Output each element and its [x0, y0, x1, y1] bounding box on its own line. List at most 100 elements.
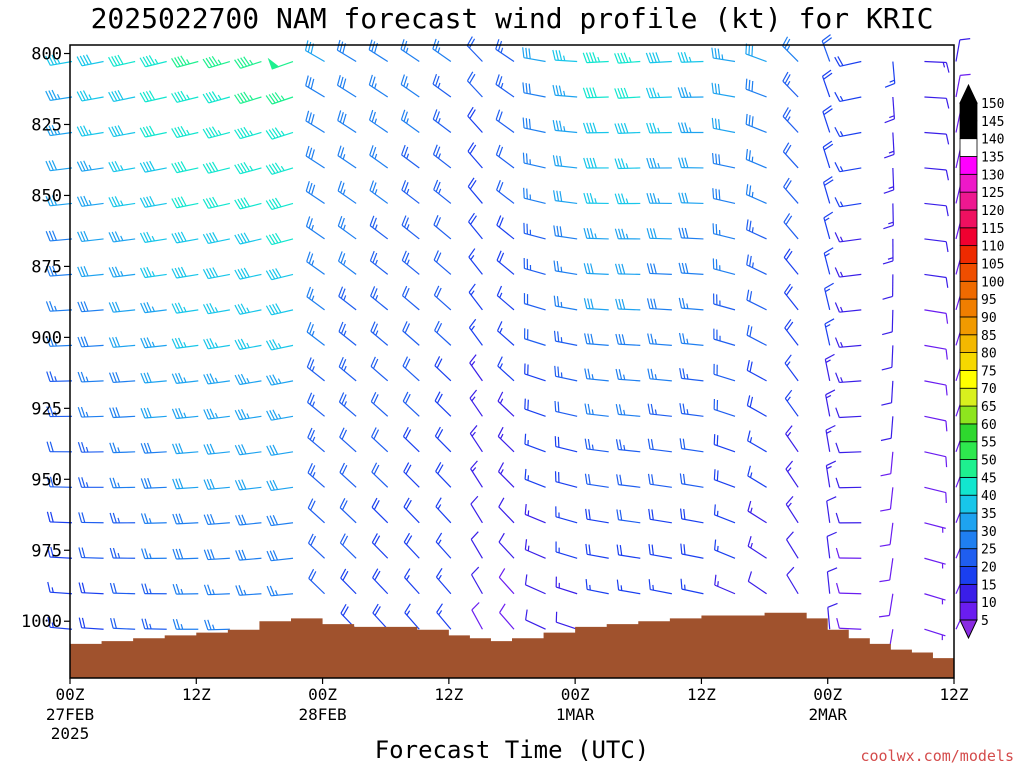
wind-barb: [647, 368, 672, 382]
colorbar-segment: [959, 209, 978, 229]
wind-barb: [139, 160, 167, 173]
wind-barb: [337, 251, 357, 275]
wind-barb: [555, 506, 578, 524]
wind-barb: [401, 144, 420, 169]
wind-barb: [435, 532, 452, 559]
wind-barb: [821, 34, 833, 62]
wind-barb: [234, 514, 262, 526]
wind-barb: [825, 460, 837, 488]
wind-barb: [234, 373, 262, 386]
x-tick-date-label: 1MAR: [556, 705, 595, 724]
plot-frame: [69, 44, 955, 679]
wind-barb: [108, 336, 136, 348]
wind-barb: [525, 609, 546, 630]
wind-barb: [203, 338, 230, 350]
colorbar-label: 140: [981, 133, 1004, 148]
wind-barb: [835, 372, 862, 384]
wind-barb: [552, 49, 578, 63]
wind-barb: [371, 427, 389, 453]
colorbar-label: 25: [981, 543, 997, 558]
wind-barb: [265, 162, 294, 175]
wind-barb: [823, 211, 834, 240]
wind-barb: [371, 533, 389, 559]
wind-barb: [77, 230, 104, 243]
colorbar-segment: [959, 316, 978, 336]
wind-barb: [172, 548, 199, 560]
wind-barb: [336, 39, 357, 63]
wind-barb: [585, 508, 609, 524]
wind-barb: [553, 330, 578, 346]
wind-barb: [203, 549, 230, 561]
wind-barb: [307, 498, 325, 524]
wind-barb: [172, 583, 199, 595]
wind-barb: [524, 433, 546, 453]
wind-barb: [677, 122, 704, 134]
wind-barb: [372, 603, 389, 630]
wind-barb: [882, 238, 894, 265]
wind-barb: [76, 195, 104, 207]
wind-barb: [171, 231, 199, 244]
wind-barb: [171, 161, 199, 174]
wind-barb: [615, 404, 641, 417]
wind-barb: [305, 216, 325, 240]
wind-barb: [265, 232, 294, 246]
wind-barb: [336, 75, 357, 98]
wind-barb: [553, 295, 578, 311]
wind-barb: [745, 184, 767, 204]
wind-barb: [680, 543, 704, 559]
wind-barb: [370, 321, 389, 346]
x-tick-label: 00Z: [813, 685, 842, 704]
wind-barb: [713, 469, 736, 488]
wind-barb: [834, 197, 862, 208]
wind-barb: [711, 47, 736, 63]
wind-barb: [821, 69, 833, 98]
wind-barb: [401, 250, 420, 275]
wind-barb: [45, 301, 73, 312]
wind-barb: [108, 371, 136, 384]
wind-barb: [712, 188, 736, 205]
y-tick-label: 800: [31, 45, 62, 65]
wind-barb: [401, 215, 420, 240]
wind-barb: [108, 90, 136, 102]
wind-barb: [835, 582, 862, 595]
wind-barb: [369, 215, 389, 240]
wind-barb: [305, 75, 325, 98]
wind-barb: [712, 223, 736, 240]
wind-barb: [468, 318, 483, 346]
colorbar-label: 40: [981, 489, 997, 504]
colorbar-segment: [959, 405, 978, 425]
wind-barb: [554, 471, 578, 488]
wind-barb: [139, 196, 167, 208]
wind-barb: [824, 318, 835, 346]
wind-barb: [677, 87, 704, 99]
wind-barb: [76, 160, 104, 172]
colorbar-segment: [959, 352, 978, 371]
wind-barb: [435, 567, 452, 595]
wind-barb: [234, 267, 262, 280]
wind-barb: [403, 497, 420, 524]
wind-barb: [924, 202, 949, 217]
wind-barb: [523, 328, 546, 346]
wind-barb: [307, 392, 325, 417]
wind-barb: [524, 398, 546, 417]
wind-barb: [677, 157, 704, 169]
x-tick-label: 12Z: [940, 685, 969, 704]
wind-barb: [172, 513, 199, 525]
colorbar-segment: [959, 512, 978, 532]
wind-barb: [614, 87, 641, 99]
wind-barb: [746, 395, 767, 417]
wind-barb: [401, 285, 420, 311]
wind-barb: [555, 611, 578, 630]
wind-barb: [110, 618, 136, 630]
wind-barb: [834, 302, 862, 313]
wind-barb: [785, 495, 799, 524]
wind-barb: [712, 293, 736, 311]
wind-barb: [77, 266, 104, 278]
wind-barb: [583, 298, 609, 311]
colorbar-segment: [959, 530, 978, 550]
y-tick-label: 950: [31, 470, 62, 490]
wind-barb: [582, 52, 609, 64]
wind-barb: [339, 498, 357, 524]
wind-barb: [786, 531, 799, 559]
wind-barb: [583, 227, 609, 240]
